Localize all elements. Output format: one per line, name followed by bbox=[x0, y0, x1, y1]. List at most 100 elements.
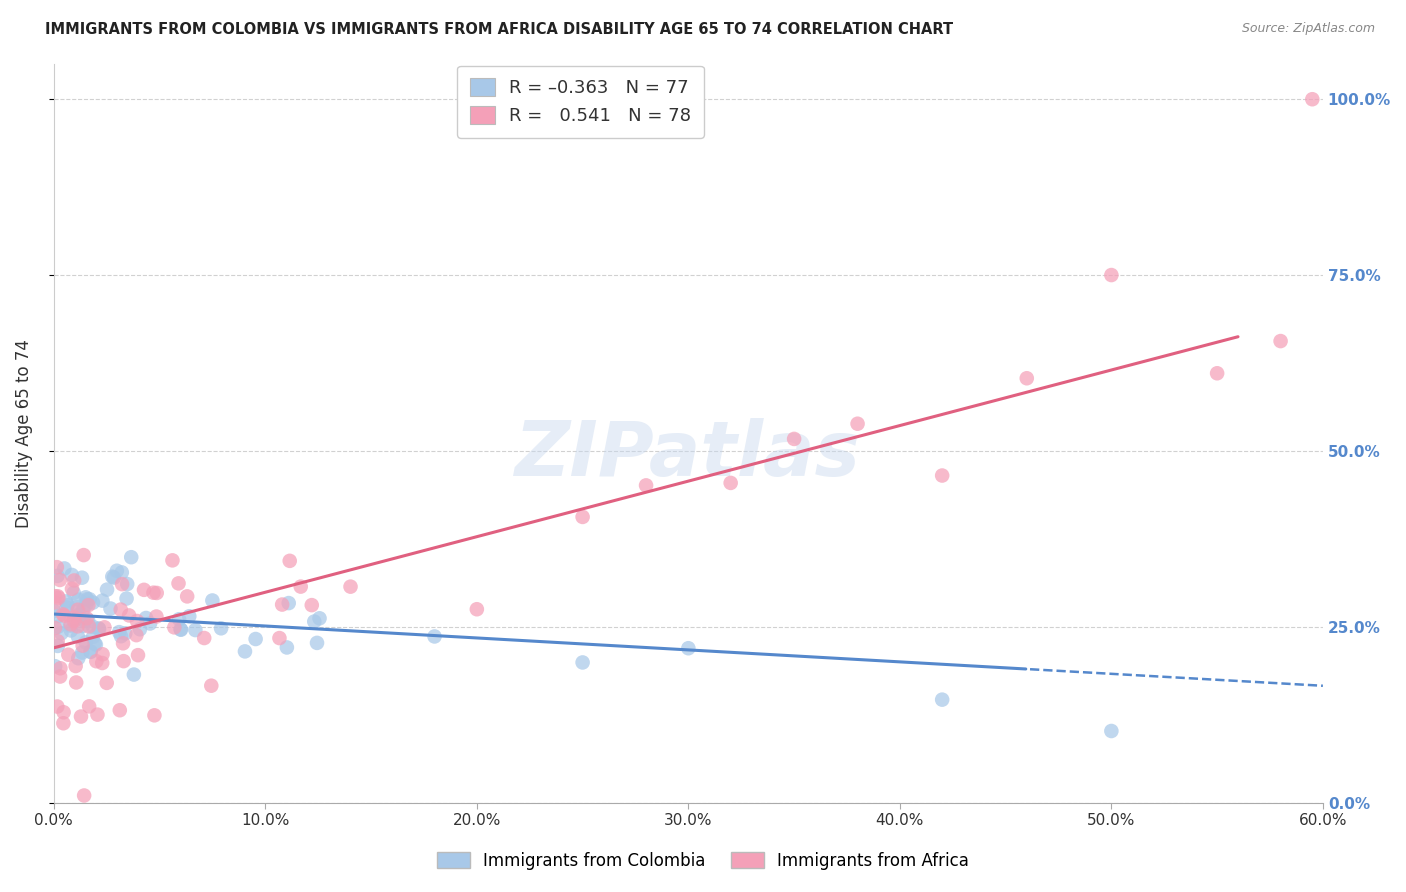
Point bbox=[72, 639, 94, 653]
Point bbox=[65, 675, 87, 690]
Point bbox=[209, 621, 232, 635]
Point bbox=[66, 619, 89, 633]
Point bbox=[70, 571, 93, 585]
Point bbox=[1206, 366, 1229, 380]
Point bbox=[1099, 268, 1122, 282]
Point bbox=[110, 629, 132, 643]
Point bbox=[59, 617, 82, 632]
Point bbox=[53, 561, 76, 575]
Point bbox=[145, 609, 167, 624]
Point bbox=[129, 622, 152, 636]
Point bbox=[79, 644, 101, 658]
Point bbox=[84, 638, 107, 652]
Point bbox=[53, 608, 76, 623]
Point bbox=[60, 568, 83, 582]
Point bbox=[66, 599, 89, 614]
Point bbox=[122, 667, 145, 681]
Legend: Immigrants from Colombia, Immigrants from Africa: Immigrants from Colombia, Immigrants fro… bbox=[430, 846, 976, 877]
Point bbox=[115, 577, 138, 591]
Point bbox=[308, 611, 330, 625]
Point bbox=[465, 602, 488, 616]
Point bbox=[233, 644, 256, 658]
Point bbox=[91, 656, 114, 670]
Point bbox=[114, 626, 136, 640]
Point bbox=[48, 608, 70, 623]
Point bbox=[110, 602, 132, 616]
Point bbox=[125, 614, 148, 628]
Point bbox=[60, 582, 83, 596]
Point bbox=[201, 593, 224, 607]
Point bbox=[83, 637, 105, 651]
Point bbox=[44, 621, 66, 635]
Point bbox=[65, 659, 87, 673]
Point bbox=[46, 699, 69, 714]
Point bbox=[49, 669, 72, 683]
Legend: R = –0.363   N = 77, R =   0.541   N = 78: R = –0.363 N = 77, R = 0.541 N = 78 bbox=[457, 66, 704, 137]
Point bbox=[290, 580, 312, 594]
Point bbox=[77, 613, 100, 627]
Point bbox=[931, 692, 953, 706]
Point bbox=[72, 602, 94, 616]
Point bbox=[55, 600, 77, 615]
Point bbox=[142, 585, 165, 599]
Point bbox=[91, 593, 114, 607]
Point bbox=[59, 618, 82, 632]
Point bbox=[112, 636, 135, 650]
Point bbox=[73, 614, 96, 628]
Point bbox=[46, 639, 69, 653]
Point bbox=[63, 610, 86, 624]
Point bbox=[184, 623, 207, 637]
Point bbox=[44, 589, 66, 603]
Point bbox=[193, 631, 215, 645]
Point bbox=[72, 619, 94, 633]
Point bbox=[73, 548, 96, 562]
Point bbox=[277, 596, 299, 610]
Text: ZIPatlas: ZIPatlas bbox=[516, 418, 862, 492]
Point bbox=[52, 706, 75, 720]
Point bbox=[52, 716, 75, 731]
Point bbox=[51, 626, 73, 640]
Point bbox=[42, 604, 65, 618]
Point bbox=[120, 550, 142, 565]
Point bbox=[58, 648, 80, 662]
Point bbox=[77, 598, 100, 612]
Point bbox=[66, 630, 89, 644]
Point bbox=[86, 654, 108, 668]
Point bbox=[67, 611, 90, 625]
Point bbox=[1270, 334, 1292, 348]
Point bbox=[101, 569, 124, 583]
Point bbox=[571, 656, 593, 670]
Point bbox=[118, 608, 141, 623]
Point bbox=[170, 623, 193, 637]
Point bbox=[200, 679, 222, 693]
Point bbox=[846, 417, 869, 431]
Point bbox=[82, 620, 104, 634]
Point bbox=[127, 648, 149, 662]
Point bbox=[91, 647, 114, 661]
Point bbox=[571, 510, 593, 524]
Text: Source: ZipAtlas.com: Source: ZipAtlas.com bbox=[1241, 22, 1375, 36]
Point bbox=[87, 622, 110, 636]
Point bbox=[82, 596, 104, 610]
Point bbox=[75, 598, 97, 612]
Point bbox=[304, 615, 326, 629]
Point bbox=[176, 590, 198, 604]
Point bbox=[67, 607, 90, 622]
Point bbox=[56, 599, 79, 613]
Point bbox=[76, 592, 98, 607]
Point bbox=[423, 630, 446, 644]
Point bbox=[111, 566, 134, 580]
Text: IMMIGRANTS FROM COLOMBIA VS IMMIGRANTS FROM AFRICA DISABILITY AGE 65 TO 74 CORRE: IMMIGRANTS FROM COLOMBIA VS IMMIGRANTS F… bbox=[45, 22, 953, 37]
Point bbox=[63, 614, 86, 628]
Point bbox=[45, 560, 67, 574]
Point bbox=[59, 624, 82, 638]
Point bbox=[48, 591, 70, 605]
Point bbox=[111, 577, 134, 591]
Point bbox=[49, 573, 72, 587]
Y-axis label: Disability Age 65 to 74: Disability Age 65 to 74 bbox=[15, 339, 32, 528]
Point bbox=[783, 432, 806, 446]
Point bbox=[66, 603, 89, 617]
Point bbox=[79, 592, 101, 607]
Point bbox=[96, 676, 118, 690]
Point bbox=[931, 468, 953, 483]
